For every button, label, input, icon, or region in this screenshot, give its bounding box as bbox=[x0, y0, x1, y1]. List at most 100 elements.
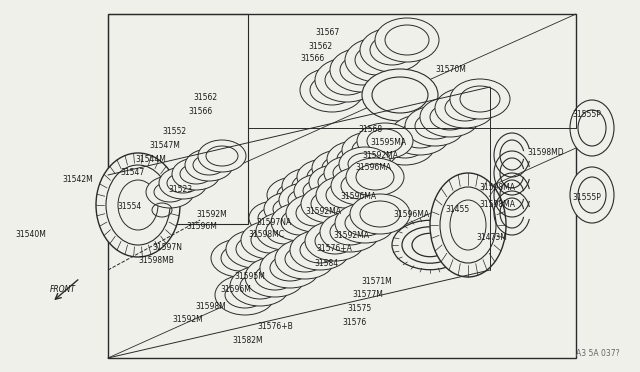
Text: 31596M: 31596M bbox=[186, 222, 217, 231]
Ellipse shape bbox=[342, 132, 398, 168]
Text: 31592MA: 31592MA bbox=[362, 151, 398, 160]
Text: 31547: 31547 bbox=[120, 168, 144, 177]
Ellipse shape bbox=[362, 69, 438, 121]
Ellipse shape bbox=[290, 230, 350, 270]
Ellipse shape bbox=[309, 165, 361, 199]
Text: A3 5A 037?: A3 5A 037? bbox=[577, 349, 620, 358]
Ellipse shape bbox=[230, 266, 290, 306]
Ellipse shape bbox=[346, 158, 404, 196]
Text: 31598MB: 31598MB bbox=[138, 256, 174, 265]
Ellipse shape bbox=[316, 176, 374, 214]
Ellipse shape bbox=[260, 248, 320, 288]
Ellipse shape bbox=[301, 185, 359, 223]
Ellipse shape bbox=[249, 201, 301, 235]
Ellipse shape bbox=[198, 140, 246, 172]
Ellipse shape bbox=[96, 153, 180, 257]
Ellipse shape bbox=[440, 187, 496, 263]
Text: 31598MA: 31598MA bbox=[479, 183, 515, 192]
Ellipse shape bbox=[226, 230, 284, 268]
Text: 31595MA: 31595MA bbox=[370, 138, 406, 147]
Text: 31592MA: 31592MA bbox=[333, 231, 369, 240]
Bar bbox=[108, 14, 576, 358]
Text: 31567: 31567 bbox=[315, 28, 339, 37]
Ellipse shape bbox=[215, 275, 275, 315]
Text: 31576+A: 31576+A bbox=[316, 244, 352, 253]
Ellipse shape bbox=[430, 173, 506, 277]
Text: 31597NA: 31597NA bbox=[256, 218, 291, 227]
Ellipse shape bbox=[294, 174, 346, 208]
Text: 31552: 31552 bbox=[162, 127, 186, 136]
Text: 31596MA: 31596MA bbox=[355, 163, 391, 172]
Text: 31598MD: 31598MD bbox=[527, 148, 564, 157]
Text: 31566: 31566 bbox=[300, 54, 324, 63]
Ellipse shape bbox=[390, 115, 450, 155]
Ellipse shape bbox=[320, 212, 380, 252]
Text: 31544M: 31544M bbox=[135, 155, 166, 164]
Text: 31592MA: 31592MA bbox=[305, 207, 341, 216]
Ellipse shape bbox=[300, 68, 364, 112]
Text: 31596M: 31596M bbox=[220, 285, 251, 294]
Ellipse shape bbox=[315, 58, 379, 102]
Text: 31582M: 31582M bbox=[232, 336, 262, 345]
Text: 31562: 31562 bbox=[193, 93, 217, 102]
Text: 31555P: 31555P bbox=[572, 110, 601, 119]
Ellipse shape bbox=[570, 167, 614, 223]
Ellipse shape bbox=[282, 168, 338, 204]
Text: 31598MC: 31598MC bbox=[248, 230, 284, 239]
Ellipse shape bbox=[450, 79, 510, 119]
Text: 31540M: 31540M bbox=[15, 230, 46, 239]
Text: 31592M: 31592M bbox=[196, 210, 227, 219]
Ellipse shape bbox=[297, 159, 353, 195]
Ellipse shape bbox=[360, 28, 424, 72]
Text: 31577M: 31577M bbox=[352, 290, 383, 299]
Ellipse shape bbox=[106, 165, 170, 245]
Text: 31473M: 31473M bbox=[476, 233, 507, 242]
Ellipse shape bbox=[357, 123, 413, 159]
Text: 31568: 31568 bbox=[358, 125, 382, 134]
Ellipse shape bbox=[279, 183, 331, 217]
Text: 31562: 31562 bbox=[308, 42, 332, 51]
Ellipse shape bbox=[392, 220, 468, 270]
Text: 31523: 31523 bbox=[168, 185, 192, 194]
Text: 31576+B: 31576+B bbox=[257, 322, 292, 331]
Ellipse shape bbox=[312, 150, 368, 186]
Text: 31547M: 31547M bbox=[149, 141, 180, 150]
Ellipse shape bbox=[159, 167, 207, 199]
Ellipse shape bbox=[271, 203, 329, 241]
Ellipse shape bbox=[286, 194, 344, 232]
Ellipse shape bbox=[327, 141, 383, 177]
Ellipse shape bbox=[211, 239, 269, 277]
Ellipse shape bbox=[375, 18, 439, 62]
Ellipse shape bbox=[331, 167, 389, 205]
Ellipse shape bbox=[420, 97, 480, 137]
Ellipse shape bbox=[146, 176, 194, 208]
Ellipse shape bbox=[241, 221, 299, 259]
Text: 31596MA: 31596MA bbox=[393, 210, 429, 219]
Ellipse shape bbox=[172, 158, 220, 190]
Ellipse shape bbox=[275, 239, 335, 279]
Text: 31598M: 31598M bbox=[195, 302, 226, 311]
Text: 31592M: 31592M bbox=[172, 315, 203, 324]
Ellipse shape bbox=[324, 156, 376, 190]
Text: 31455: 31455 bbox=[445, 205, 469, 214]
Text: 31554: 31554 bbox=[117, 202, 141, 211]
Ellipse shape bbox=[339, 147, 391, 181]
Ellipse shape bbox=[412, 233, 448, 257]
Text: FRONT: FRONT bbox=[50, 285, 76, 294]
Ellipse shape bbox=[375, 125, 435, 165]
Text: 31598MA: 31598MA bbox=[479, 200, 515, 209]
Ellipse shape bbox=[435, 88, 495, 128]
Ellipse shape bbox=[402, 227, 458, 263]
Ellipse shape bbox=[335, 203, 395, 243]
Ellipse shape bbox=[245, 257, 305, 297]
Ellipse shape bbox=[185, 149, 233, 181]
Ellipse shape bbox=[267, 177, 323, 213]
Ellipse shape bbox=[405, 106, 465, 146]
Text: 31571M: 31571M bbox=[361, 277, 392, 286]
Text: 31597N: 31597N bbox=[152, 243, 182, 252]
Text: 31555P: 31555P bbox=[572, 193, 601, 202]
Ellipse shape bbox=[256, 212, 314, 250]
Ellipse shape bbox=[345, 38, 409, 82]
Bar bbox=[108, 14, 248, 224]
Text: 31576: 31576 bbox=[342, 318, 366, 327]
